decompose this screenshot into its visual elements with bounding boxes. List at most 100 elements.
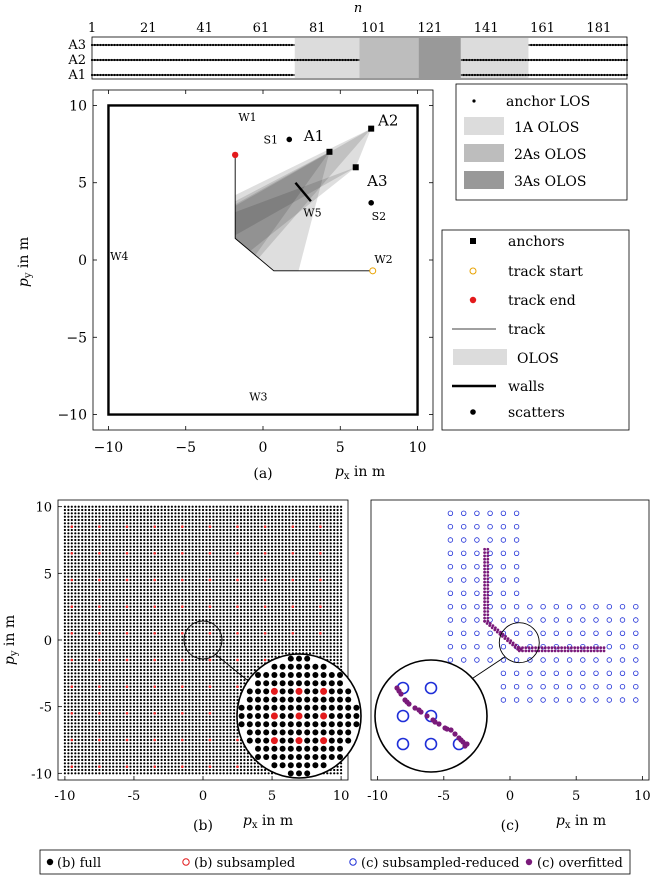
timeline-los-dot — [524, 58, 527, 62]
full-grid-point — [198, 518, 201, 522]
full-grid-point — [63, 722, 66, 725]
full-grid-point — [74, 668, 77, 672]
full-grid-point — [250, 595, 253, 598]
full-grid-point — [212, 692, 215, 695]
full-grid-point — [212, 745, 215, 748]
full-grid-point — [184, 682, 187, 685]
full-grid-point — [70, 652, 73, 655]
full-grid-point — [198, 582, 201, 585]
timeline-los-dot — [572, 58, 575, 62]
full-grid-point — [174, 712, 177, 715]
full-grid-point — [70, 542, 73, 545]
timeline-los-dot — [220, 73, 223, 77]
full-grid-point — [91, 665, 94, 668]
full-grid-point — [70, 705, 73, 708]
timeline-los-dot — [623, 58, 626, 62]
full-grid-point — [181, 645, 184, 648]
full-grid-point — [160, 738, 163, 742]
full-grid-point — [163, 715, 167, 718]
full-grid-point — [77, 705, 80, 708]
full-grid-point — [229, 612, 232, 615]
full-grid-point — [67, 668, 70, 672]
full-grid-point — [229, 745, 232, 748]
full-grid-point — [219, 715, 222, 718]
full-grid-point — [188, 632, 191, 635]
full-grid-point — [125, 705, 129, 708]
full-grid-point — [233, 672, 236, 675]
full-grid-point — [129, 508, 132, 512]
full-grid-point — [119, 678, 122, 682]
full-grid-point — [226, 648, 229, 652]
full-grid-point — [160, 672, 163, 675]
timeline-los-dot — [192, 73, 195, 77]
full-grid-point — [150, 728, 153, 732]
full-grid-point — [98, 548, 101, 552]
full-grid-point — [150, 618, 153, 622]
timeline-los-dot — [330, 58, 333, 62]
full-grid-point — [205, 772, 208, 775]
full-grid-point — [77, 688, 80, 692]
full-grid-point — [153, 528, 156, 532]
full-grid-point — [229, 548, 232, 552]
full-grid-point — [94, 672, 98, 675]
full-grid-point — [129, 765, 132, 768]
full-grid-point — [188, 618, 191, 622]
full-grid-point — [188, 655, 191, 658]
full-grid-point — [91, 648, 94, 652]
full-grid-point — [98, 598, 101, 602]
full-grid-point — [191, 565, 194, 568]
full-grid-point — [188, 628, 191, 632]
full-grid-point — [167, 635, 170, 638]
full-grid-point — [91, 735, 94, 738]
full-grid-point — [136, 608, 139, 612]
full-grid-point — [91, 678, 94, 682]
full-grid-point — [229, 658, 232, 662]
full-grid-point — [184, 742, 187, 745]
full-grid-point — [160, 565, 163, 568]
full-grid-point — [198, 742, 201, 745]
full-grid-point — [146, 505, 149, 508]
full-grid-point — [188, 762, 191, 765]
full-grid-point — [63, 545, 66, 548]
full-grid-point — [132, 528, 136, 532]
full-grid-point — [167, 768, 170, 772]
full-grid-point — [139, 545, 142, 548]
full-grid-point — [188, 585, 191, 588]
full-grid-point — [233, 712, 236, 715]
full-grid-point — [132, 688, 136, 692]
full-grid-point — [84, 728, 87, 732]
full-grid-point — [188, 665, 191, 668]
full-grid-point — [129, 688, 132, 692]
timeline-los-dot — [262, 73, 265, 77]
full-grid-point — [132, 545, 136, 548]
full-grid-point — [184, 758, 187, 762]
full-grid-point — [233, 568, 236, 572]
full-grid-point — [250, 555, 253, 558]
full-grid-point — [208, 565, 211, 568]
full-grid-point — [219, 758, 222, 762]
full-grid-point — [146, 568, 149, 572]
full-grid-point — [119, 565, 122, 568]
full-grid-point — [125, 698, 129, 702]
full-grid-point — [101, 712, 104, 715]
full-grid-point — [191, 755, 194, 758]
full-grid-point — [105, 525, 108, 528]
full-grid-point — [98, 542, 101, 545]
full-grid-point — [153, 575, 156, 578]
full-grid-point — [139, 512, 142, 515]
full-grid-point — [91, 718, 94, 722]
full-grid-point — [226, 595, 229, 598]
full-grid-point — [91, 745, 94, 748]
full-grid-point — [236, 678, 239, 682]
full-grid-point — [160, 632, 163, 635]
full-grid-point — [246, 652, 249, 655]
full-grid-point — [132, 592, 136, 595]
full-grid-point — [63, 702, 66, 705]
full-grid-point — [91, 562, 94, 565]
full-grid-point — [81, 708, 84, 712]
full-grid-point — [98, 728, 101, 732]
full-grid-point — [170, 528, 173, 532]
full-grid-point — [108, 698, 111, 702]
full-grid-point — [91, 705, 94, 708]
